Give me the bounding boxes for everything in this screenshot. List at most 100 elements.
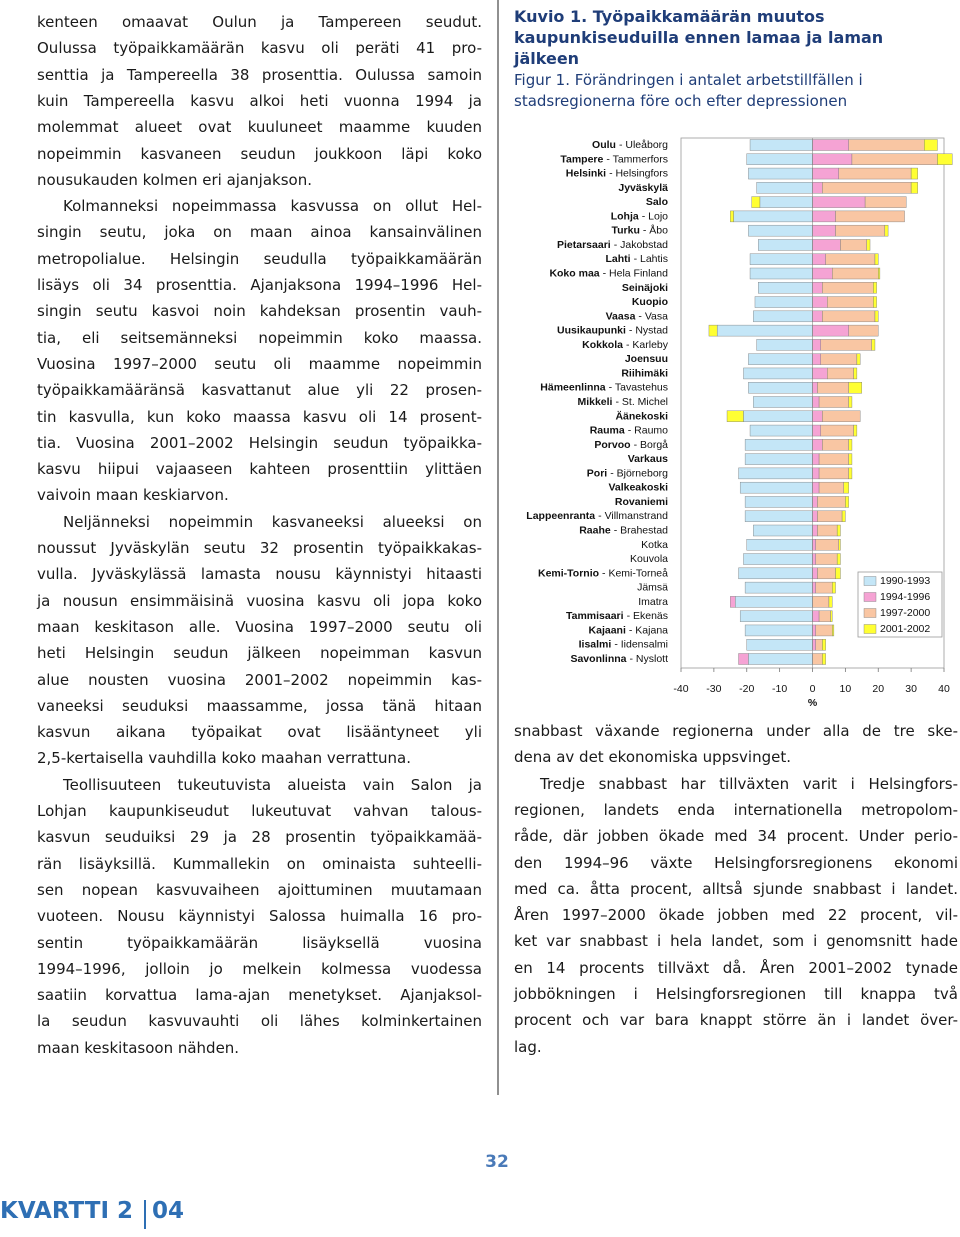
bar-segment xyxy=(744,581,813,594)
bar-segment xyxy=(759,196,813,208)
bar-segment xyxy=(818,467,849,480)
category-label: Raahe - Brahestad xyxy=(579,524,668,536)
bar-segment xyxy=(815,553,838,565)
bar-segment xyxy=(822,410,861,422)
bar-segment xyxy=(812,210,836,223)
category-label: Kouvola xyxy=(630,553,668,565)
category-name: Iisalmi xyxy=(579,639,612,651)
text-line: senttia ja Tampereella 38 prosenttia. Ou… xyxy=(37,65,482,84)
bar-segment xyxy=(812,424,821,437)
text-line: tia. Vuosina 2001–2002 Helsingin seudun … xyxy=(37,433,482,452)
bar-segment xyxy=(812,410,823,422)
category-name: Raahe xyxy=(579,524,611,536)
bar-segment xyxy=(822,182,912,194)
bar-segment xyxy=(744,624,813,637)
bar-segment xyxy=(753,310,813,323)
text-line: Oulussa työpaikkamäärän kasvu oli peräti… xyxy=(37,39,482,58)
bar-segment xyxy=(848,382,863,394)
text-line: dena av det ekonomiska uppsvinget. xyxy=(514,748,791,767)
category-label: Uusikaupunki - Nystad xyxy=(557,324,668,336)
legend-swatch xyxy=(863,608,877,618)
bar-segment xyxy=(744,453,813,465)
category-label: Mikkeli - St. Michel xyxy=(577,396,668,408)
bar-segment xyxy=(812,439,823,451)
category-name-sv: - Lojo xyxy=(642,210,668,222)
category-label: Lohja - Lojo xyxy=(611,210,668,222)
bar-segment xyxy=(744,510,813,522)
bar-segment xyxy=(836,524,841,537)
bar-segment xyxy=(812,610,820,622)
category-name: Tammisaari xyxy=(566,610,624,622)
category-label: Rauma - Raumo xyxy=(590,424,668,436)
bar-segment xyxy=(812,539,816,551)
bar-segment xyxy=(812,553,816,565)
bar-segment xyxy=(812,639,816,651)
bar-segment xyxy=(746,639,813,651)
bar-segment xyxy=(848,139,925,151)
text-line: vaivoin maan keskiarvon. xyxy=(37,486,229,505)
bar-segment xyxy=(817,567,836,580)
category-name-sv: - Karleby xyxy=(626,339,669,351)
bar-segment xyxy=(812,382,818,394)
category-name-sv: - Raumo xyxy=(628,424,668,436)
text-line: vaneeksi seuduksi maassamme, jossa tänä … xyxy=(37,696,482,715)
bar-segment xyxy=(910,167,918,180)
category-label: Turku - Åbo xyxy=(612,223,669,236)
bar-segment xyxy=(815,624,833,637)
text-line: saatiin korvattua lama-ajan menetykset. … xyxy=(37,986,482,1005)
bar-segment xyxy=(848,467,853,480)
bar-segment xyxy=(815,581,833,594)
bar-segment xyxy=(751,196,761,208)
bar-segment xyxy=(838,539,841,551)
x-tick-label: 30 xyxy=(905,683,917,695)
legend-label: 1994-1996 xyxy=(880,591,930,603)
title-line: kaupunkiseuduilla ennen lamaa ja laman xyxy=(514,28,884,47)
bar-segment xyxy=(812,581,816,594)
category-name-sv: - St. Michel xyxy=(615,396,668,408)
bar-segment xyxy=(820,353,858,365)
bar-segment xyxy=(853,367,858,380)
bar-segment xyxy=(743,367,813,380)
category-name-sv: - Åbo xyxy=(643,223,668,236)
text-line: procent och var bara knappt större än i … xyxy=(514,1011,958,1030)
bar-segment xyxy=(748,167,813,180)
category-label: Helsinki - Helsingfors xyxy=(566,167,668,179)
figure-title-sv: Figur 1. Förändringen i antalet arbetsti… xyxy=(514,70,863,112)
bar-segment xyxy=(812,353,821,365)
bar-segment xyxy=(937,153,953,165)
bar-segment xyxy=(812,267,833,280)
brand: KVARTTI 2 xyxy=(0,1198,134,1224)
bar-segment xyxy=(812,467,820,480)
bar-segment xyxy=(840,239,867,251)
bar-segment xyxy=(841,510,846,522)
text-line: nousukauden kolmen eri ajanjakson. xyxy=(37,170,312,189)
title-line: jälkeen xyxy=(514,49,580,68)
bar-segment xyxy=(817,510,843,522)
bar-segment xyxy=(812,282,823,294)
category-name-sv: - Tammerfors xyxy=(606,153,668,165)
bar-segment xyxy=(815,539,839,551)
bar-segment xyxy=(812,524,818,537)
title-line: stadsregionerna före och efter depressio… xyxy=(514,92,848,110)
bar-segment xyxy=(716,324,813,337)
bar-segment xyxy=(820,339,872,351)
bar-segment xyxy=(738,653,749,665)
bar-segment xyxy=(843,481,849,494)
bar-segment xyxy=(739,481,813,494)
category-label: Kokkola - Karleby xyxy=(582,339,669,351)
bar-segment xyxy=(822,439,849,451)
text-line: Neljänneksi nopeimmin kasvaneeksi alueek… xyxy=(63,512,482,531)
category-name: Pietarsaari xyxy=(557,239,611,251)
text-line: råde, där jobben ökade med 34 procent. U… xyxy=(514,827,958,846)
category-name: Salo xyxy=(646,196,668,208)
text-line: molemmat alueet ovat kuuluneet maamme ku… xyxy=(37,118,482,137)
bar-segment xyxy=(726,410,744,422)
bar-segment xyxy=(749,139,813,151)
bar-segment xyxy=(812,367,828,380)
text-line: vuoteen. Nousu käynnistyi Salossa huimal… xyxy=(37,907,482,926)
category-label: Kajaani - Kajana xyxy=(589,624,669,636)
bar-segment xyxy=(874,253,879,265)
text-line: Åren 1997–2000 ökade jobben med 22 proce… xyxy=(514,906,958,925)
text-line: singin seutu, joka on maan ainoa kansain… xyxy=(37,223,482,242)
bar-segment xyxy=(835,210,905,223)
